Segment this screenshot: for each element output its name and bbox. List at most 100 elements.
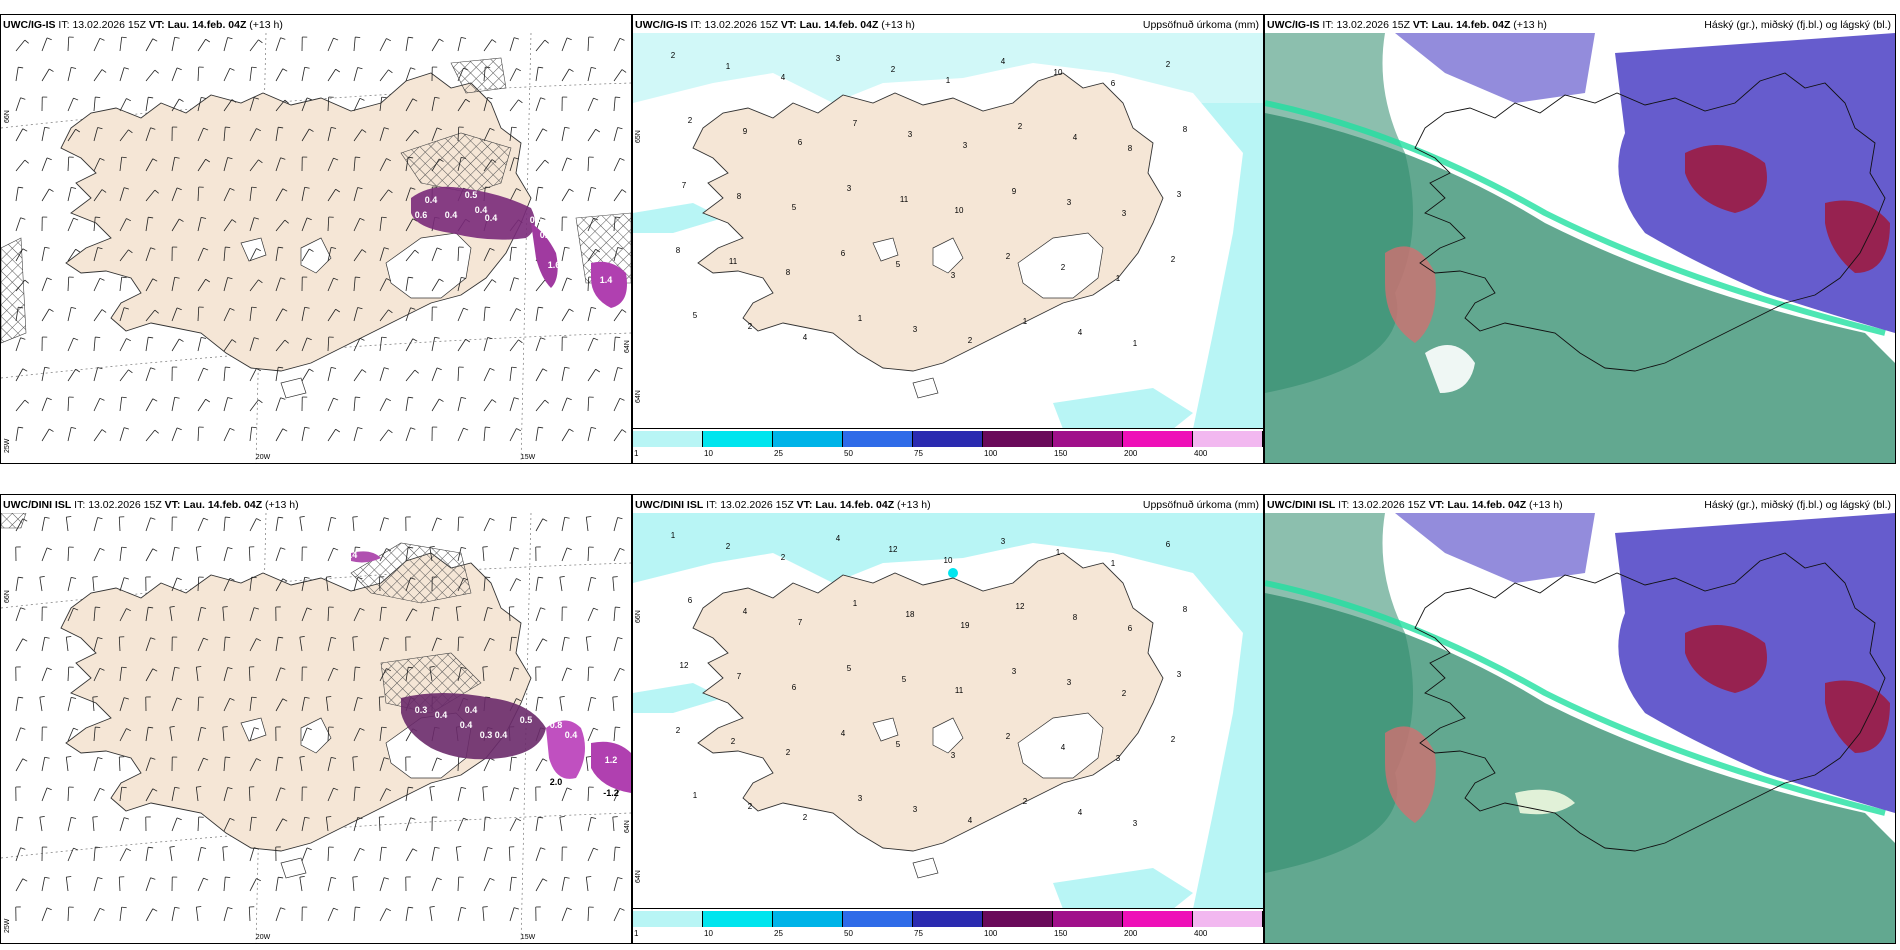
it-label: IT: xyxy=(1338,499,1350,511)
model-name: UWC/IG-IS xyxy=(3,19,56,31)
value-label: 3 xyxy=(858,794,863,803)
value-label: 5 xyxy=(902,675,907,684)
lon-label: 20W xyxy=(256,934,271,941)
value-label: 4 xyxy=(1061,743,1066,752)
value-label: 10 xyxy=(944,556,953,565)
colorbar-tick: 100 xyxy=(984,929,998,938)
colorbar-tick: 400 xyxy=(1194,449,1208,458)
it-value: 13.02.2026 15Z xyxy=(1352,499,1426,511)
cloud-layers xyxy=(1265,33,1895,463)
value-label: 3 xyxy=(913,325,918,334)
precip-rate-contours xyxy=(411,186,627,308)
value-label: 10 xyxy=(955,206,964,215)
value-label: 3 xyxy=(913,805,918,814)
value-label: -1.2 xyxy=(603,788,619,798)
value-label: 8 xyxy=(676,246,681,255)
value-label: 2 xyxy=(786,748,791,757)
lat-label: 64N xyxy=(635,870,642,883)
colorbar-tick: 75 xyxy=(914,449,923,458)
value-label: 6 xyxy=(1111,79,1116,88)
colorbar-swatch xyxy=(913,431,983,447)
value-label: 0.5 xyxy=(530,215,543,225)
it-label: IT: xyxy=(74,499,86,511)
panel-header: UWC/IG-IS IT: 13.02.2026 15Z VT: Lau. 14… xyxy=(635,17,1259,33)
value-label: 1 xyxy=(1111,559,1116,568)
value-label: 9 xyxy=(743,127,748,136)
axis-labels: 66N 64N 25W 20W 15W xyxy=(4,590,631,941)
lead-time: (+13 h) xyxy=(897,499,931,511)
it-label: IT: xyxy=(706,499,718,511)
value-label: 1 xyxy=(1056,548,1061,557)
vt-label: VT: xyxy=(164,499,181,511)
model-name: UWC/DINI ISL xyxy=(635,499,704,511)
value-label: 12 xyxy=(1016,602,1025,611)
wind-barbs xyxy=(15,36,627,442)
lat-label: 65N xyxy=(635,130,642,143)
panel-bottom-middle: UWC/DINI ISL IT: 13.02.2026 15Z VT: Lau.… xyxy=(632,494,1264,944)
vt-value: Lau. 14.feb. 04Z xyxy=(799,19,879,31)
value-label: 1 xyxy=(726,62,731,71)
lat-label: 66N xyxy=(4,590,11,603)
value-label: 2 xyxy=(748,802,753,811)
value-label: 0.6 xyxy=(415,210,428,220)
it-label: IT: xyxy=(58,19,70,31)
value-label: 8 xyxy=(786,268,791,277)
lon-label: 20W xyxy=(256,454,271,461)
value-label: 3 xyxy=(836,54,841,63)
field-title: Háský (gr.), miðský (fj.bl.) og lágský (… xyxy=(1704,19,1891,31)
precip-area xyxy=(633,513,1263,909)
value-label: 2 xyxy=(1166,60,1171,69)
value-label: 0.4 xyxy=(485,213,498,223)
field-title: Háský (gr.), miðský (fj.bl.) og lágský (… xyxy=(1704,499,1891,511)
panel-bottom-left: UWC/DINI ISL IT: 13.02.2026 15Z VT: Lau.… xyxy=(0,494,632,944)
value-label: 2.0 xyxy=(550,777,563,787)
lat-label: 64N xyxy=(635,390,642,403)
value-label: 3 xyxy=(1122,209,1127,218)
value-label: 0.3 xyxy=(415,705,428,715)
panel-header: UWC/DINI ISL IT: 13.02.2026 15Z VT: Lau.… xyxy=(3,497,627,513)
colorbar-tick: 200 xyxy=(1124,929,1138,938)
contour-labels: 0.4 0.50.40.6 0.4 0.4 0.50.51.6 0.71.4 xyxy=(415,190,613,285)
vt-value: Lau. 14.feb. 04Z xyxy=(1447,499,1527,511)
panel-header: UWC/IG-IS IT: 13.02.2026 15Z VT: Lau. 14… xyxy=(3,17,627,33)
vt-label: VT: xyxy=(148,19,165,31)
colorbar-swatch xyxy=(913,911,983,927)
value-label: 0.3 xyxy=(480,730,493,740)
lat-label: 66N xyxy=(635,610,642,623)
value-label: 11 xyxy=(729,257,738,266)
value-label: 5 xyxy=(896,260,901,269)
it-value: 13.02.2026 15Z xyxy=(72,19,146,31)
value-label: 2 xyxy=(688,116,693,125)
model-name: UWC/DINI ISL xyxy=(3,499,72,511)
value-label: 6 xyxy=(792,683,797,692)
colorbar-swatch xyxy=(633,911,703,927)
value-label: 2 xyxy=(671,51,676,60)
value-label: 0.4 xyxy=(465,705,478,715)
colorbar-swatch xyxy=(1053,911,1123,927)
model-name: UWC/IG-IS xyxy=(1267,19,1320,31)
value-label: 2 xyxy=(1018,122,1023,131)
colorbar-tick: 400 xyxy=(1194,929,1208,938)
iceland-landmass xyxy=(692,552,1164,879)
colorbar-swatch xyxy=(1193,431,1263,447)
map-canvas xyxy=(1265,33,1895,463)
value-label: 6 xyxy=(1166,540,1171,549)
value-label: 5 xyxy=(847,664,852,673)
value-label: 11 xyxy=(900,195,909,204)
value-label: 1 xyxy=(1023,317,1028,326)
lon-label: 15W xyxy=(521,454,536,461)
value-label: 2 xyxy=(1006,252,1011,261)
value-label: 7 xyxy=(682,181,687,190)
value-label: 3 xyxy=(908,130,913,139)
colorbar-swatch xyxy=(633,431,703,447)
iceland-outline xyxy=(1414,72,1886,372)
value-label: 1 xyxy=(1133,339,1138,348)
lat-label: 64N xyxy=(624,340,631,353)
value-label: 6 xyxy=(798,138,803,147)
lon-label: 25W xyxy=(4,438,11,453)
map-canvas xyxy=(1265,513,1895,943)
colorbar-tick: 25 xyxy=(774,449,783,458)
panel-top-middle: UWC/IG-IS IT: 13.02.2026 15Z VT: Lau. 14… xyxy=(632,14,1264,464)
colorbar-swatch xyxy=(983,911,1053,927)
value-label: 0.4 xyxy=(475,205,488,215)
